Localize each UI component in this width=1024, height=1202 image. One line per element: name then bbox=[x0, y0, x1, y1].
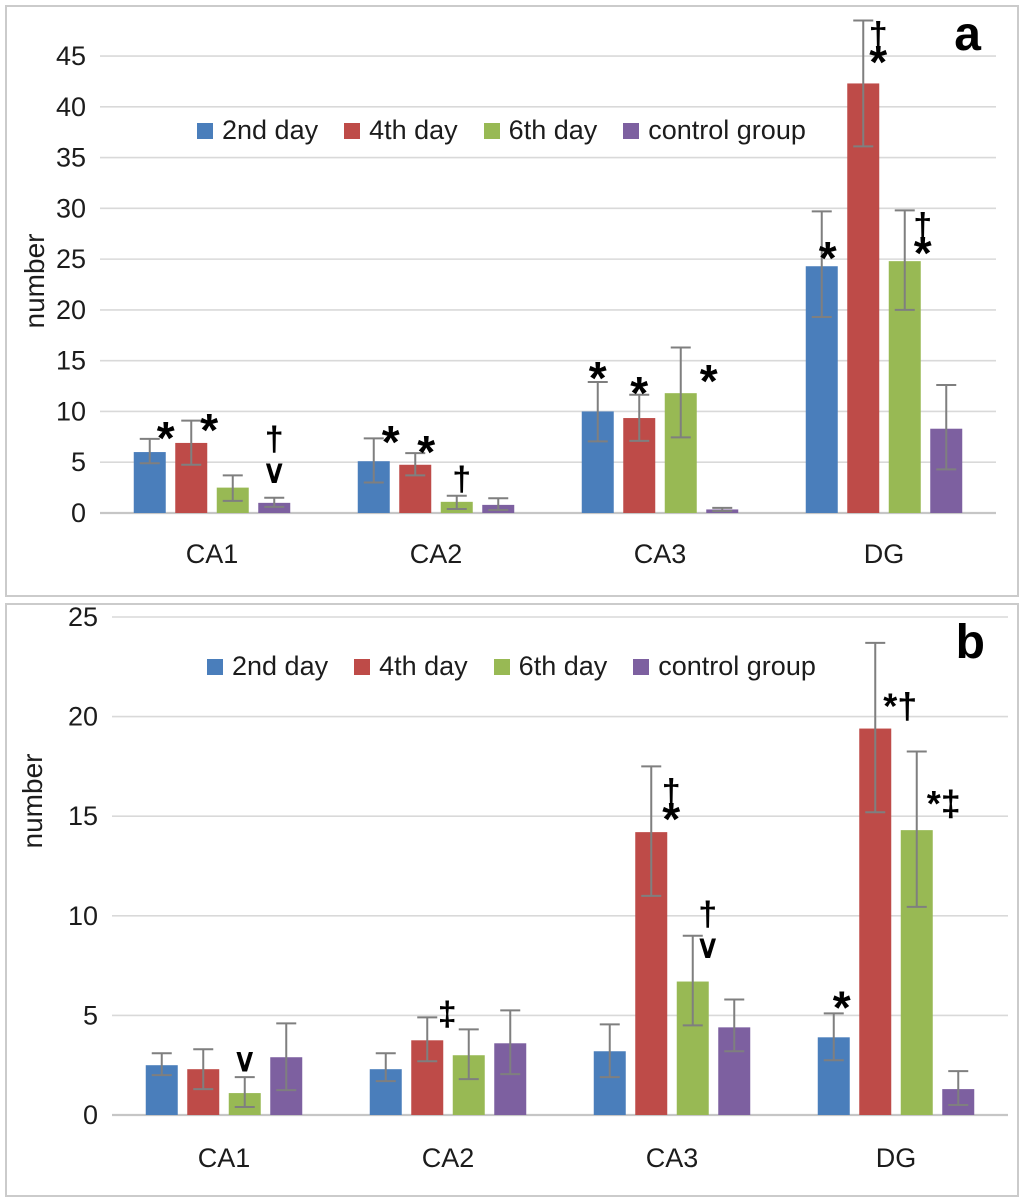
legend-swatch-control-group bbox=[623, 122, 640, 139]
legend-label: 2nd day bbox=[232, 651, 329, 681]
legend-item-control-group: control group bbox=[633, 651, 816, 682]
y-tick-label: 15 bbox=[68, 801, 98, 831]
x-category-label: CA2 bbox=[422, 1143, 475, 1173]
significance-marker: † bbox=[698, 896, 717, 934]
x-category-label: CA1 bbox=[186, 539, 239, 569]
legend-b: 2nd day 4th day 6th day control group bbox=[207, 651, 816, 682]
legend-label: control group bbox=[658, 651, 816, 681]
legend-swatch-2nd-day bbox=[207, 658, 223, 675]
y-tick-label: 5 bbox=[83, 1000, 98, 1030]
significance-marker: † bbox=[869, 16, 888, 54]
significance-marker: * bbox=[157, 412, 175, 464]
panel-a: 0 5 10 15 20 25 30 35 40 45 CA1 CA2 CA3 DG * * † ∨ * * † * * * *… bbox=[5, 5, 1019, 597]
significance-marker: * bbox=[662, 793, 680, 845]
significance-marker: *† bbox=[883, 686, 917, 727]
bar-a-CA1-control-group bbox=[258, 502, 291, 513]
legend-swatch-4th-day bbox=[354, 658, 371, 675]
significance-marker: ∨ bbox=[696, 929, 719, 965]
significance-marker: † bbox=[662, 773, 681, 811]
x-category-label: DG bbox=[876, 1143, 917, 1173]
significance-marker: † bbox=[913, 207, 932, 245]
y-tick-label: 25 bbox=[56, 244, 86, 274]
panel-b: 0 5 10 15 20 25 CA1 CA2 CA3 DG ∨ ‡ † * † ∨ * *† *‡ number … bbox=[5, 603, 1019, 1197]
significance-marker: * bbox=[382, 416, 400, 468]
legend-item-2nd-day: 2nd day bbox=[207, 651, 328, 682]
legend-label: 4th day bbox=[369, 115, 458, 145]
y-tick-label: 15 bbox=[56, 346, 86, 376]
y-tick-label: 40 bbox=[56, 92, 86, 122]
y-tick-label: 20 bbox=[56, 295, 86, 325]
legend-item-4th-day: 4th day bbox=[344, 115, 458, 146]
legend-label: control group bbox=[648, 115, 806, 145]
legend-label: 2nd day bbox=[222, 115, 319, 145]
x-category-label: CA3 bbox=[634, 539, 687, 569]
significance-marker: * bbox=[833, 981, 851, 1033]
y-tick-label: 45 bbox=[56, 41, 86, 71]
significance-marker: ‡ bbox=[438, 995, 457, 1033]
legend-item-6th-day: 6th day bbox=[493, 651, 608, 682]
panel-letter-b: b bbox=[955, 616, 985, 669]
legend-swatch-2nd-day bbox=[197, 122, 213, 139]
significance-marker: * bbox=[589, 352, 607, 404]
significance-marker: * bbox=[700, 355, 718, 407]
y-tick-label: 0 bbox=[71, 498, 86, 528]
legend-item-4th-day: 4th day bbox=[354, 651, 468, 682]
bar-a-DG-4th-day bbox=[847, 83, 880, 514]
y-tick-label: 35 bbox=[56, 143, 86, 173]
panel-letter-a: a bbox=[954, 8, 981, 61]
legend-swatch-4th-day bbox=[344, 122, 361, 139]
y-tick-label: 0 bbox=[83, 1100, 98, 1130]
y-tick-label: 10 bbox=[56, 396, 86, 426]
x-category-label: CA2 bbox=[410, 539, 463, 569]
significance-marker: * bbox=[630, 367, 648, 419]
legend-label: 6th day bbox=[508, 115, 598, 145]
legend-swatch-6th-day bbox=[483, 122, 500, 139]
significance-marker: * bbox=[869, 36, 887, 88]
legend-swatch-6th-day bbox=[493, 658, 510, 675]
y-tick-label: 5 bbox=[71, 447, 86, 477]
legend-item-control-group: control group bbox=[623, 115, 806, 146]
significance-marker: * bbox=[200, 404, 218, 456]
significance-marker: * bbox=[914, 227, 932, 279]
significance-marker: * bbox=[417, 426, 435, 478]
y-tick-label: 25 bbox=[68, 605, 98, 632]
y-tick-label: 20 bbox=[68, 702, 98, 732]
legend-item-2nd-day: 2nd day bbox=[197, 115, 318, 146]
significance-marker: *‡ bbox=[927, 783, 961, 824]
x-category-label: CA3 bbox=[646, 1143, 699, 1173]
legend-item-6th-day: 6th day bbox=[483, 115, 598, 146]
significance-marker: ∨ bbox=[263, 454, 286, 490]
legend-label: 6th day bbox=[518, 651, 608, 681]
legend-a: 2nd day 4th day 6th day control group bbox=[197, 115, 806, 146]
significance-marker: ∨ bbox=[233, 1042, 256, 1078]
legend-swatch-control-group bbox=[633, 658, 650, 675]
significance-marker: * bbox=[819, 232, 837, 284]
x-category-label: DG bbox=[864, 539, 905, 569]
x-category-label: CA1 bbox=[198, 1143, 251, 1173]
y-tick-label: 10 bbox=[68, 901, 98, 931]
significance-marker: † bbox=[265, 421, 284, 459]
y-tick-label: 30 bbox=[56, 193, 86, 223]
significance-marker: † bbox=[452, 461, 471, 499]
legend-label: 4th day bbox=[379, 651, 468, 681]
